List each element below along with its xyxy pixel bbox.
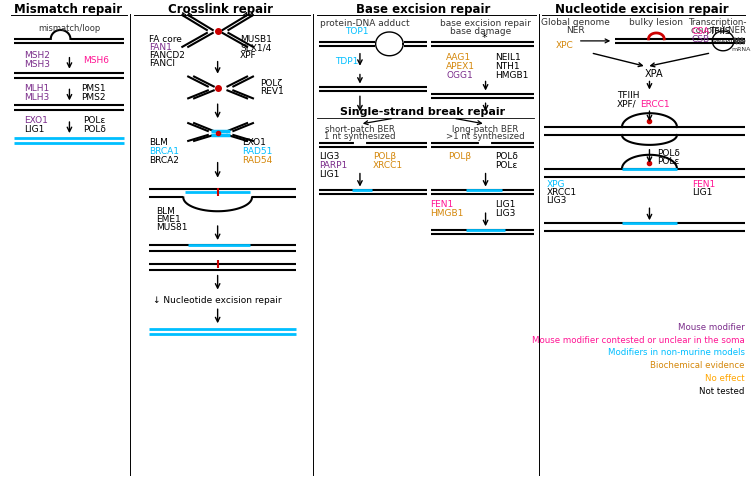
Text: short-patch BER: short-patch BER	[325, 124, 395, 133]
Text: XPG: XPG	[547, 180, 565, 189]
Text: POLδ: POLδ	[495, 152, 518, 161]
Text: Nucleotide excision repair: Nucleotide excision repair	[555, 3, 729, 15]
Text: XPA: XPA	[645, 68, 664, 78]
Text: LIG1: LIG1	[495, 199, 516, 209]
Text: AAG1: AAG1	[446, 53, 471, 62]
Text: LIG3: LIG3	[495, 208, 516, 217]
Text: Mouse modifier: Mouse modifier	[678, 322, 744, 331]
Text: PARP1: PARP1	[319, 161, 347, 170]
Text: POLδ: POLδ	[658, 149, 680, 158]
Text: MSH3: MSH3	[24, 60, 51, 69]
Text: Global genome: Global genome	[541, 17, 610, 27]
Text: CSB: CSB	[692, 35, 710, 45]
Text: TFIIH: TFIIH	[617, 91, 639, 100]
Text: Not tested: Not tested	[699, 386, 744, 395]
Text: LIG3: LIG3	[319, 152, 339, 161]
Text: Base excision repair: Base excision repair	[356, 3, 490, 15]
Text: LIG1: LIG1	[24, 124, 45, 133]
Text: POLζ: POLζ	[260, 79, 282, 88]
Text: PMS2: PMS2	[82, 92, 106, 102]
Text: *: *	[482, 33, 488, 43]
Text: HMGB1: HMGB1	[495, 71, 528, 80]
Text: Mismatch repair: Mismatch repair	[14, 3, 122, 15]
Text: No effect: No effect	[705, 373, 744, 382]
Text: Modifiers in non-murine models: Modifiers in non-murine models	[608, 348, 744, 357]
Text: EXO1: EXO1	[242, 138, 266, 147]
Text: RAD51: RAD51	[242, 147, 273, 156]
Text: FEN1: FEN1	[430, 199, 454, 209]
Text: FANCD2: FANCD2	[149, 51, 185, 60]
Text: XPC: XPC	[556, 41, 574, 50]
Text: BRCA2: BRCA2	[149, 156, 179, 165]
Text: BLM: BLM	[149, 138, 168, 147]
Text: POLε: POLε	[658, 157, 680, 166]
Text: EXO1: EXO1	[24, 115, 48, 124]
Text: RAD54: RAD54	[242, 156, 273, 165]
Text: LIG1: LIG1	[692, 187, 712, 197]
Text: MSH2: MSH2	[24, 51, 50, 60]
Text: ERCC1: ERCC1	[639, 100, 669, 108]
Text: NER: NER	[566, 26, 585, 34]
Text: long-patch BER: long-patch BER	[452, 124, 519, 133]
Text: PMS1: PMS1	[82, 84, 106, 93]
Text: NTH1: NTH1	[495, 62, 520, 71]
Text: mismatch/loop: mismatch/loop	[39, 24, 100, 32]
Text: Mouse modifier contested or unclear in the soma: Mouse modifier contested or unclear in t…	[532, 335, 744, 344]
Text: XPF: XPF	[240, 51, 257, 60]
Text: BRCA1: BRCA1	[149, 147, 179, 156]
Text: Single-strand break repair: Single-strand break repair	[341, 107, 505, 117]
Text: base damage: base damage	[450, 28, 511, 36]
Text: HMGB1: HMGB1	[430, 208, 464, 217]
Text: XRCC1: XRCC1	[373, 161, 403, 170]
Text: APEX1: APEX1	[446, 62, 476, 71]
Text: MSH6: MSH6	[83, 56, 109, 65]
Text: TDP1: TDP1	[335, 57, 359, 66]
Text: TOP1: TOP1	[345, 28, 368, 36]
Text: MLH3: MLH3	[24, 92, 50, 102]
Text: base excision repair: base excision repair	[440, 18, 531, 28]
Text: EME1: EME1	[156, 214, 180, 223]
Text: POLε: POLε	[495, 161, 518, 170]
Text: Crosslink repair: Crosslink repair	[168, 3, 273, 15]
Text: MLH1: MLH1	[24, 84, 50, 93]
Text: REV1: REV1	[260, 87, 284, 96]
Text: 1 nt synthesized: 1 nt synthesized	[324, 132, 396, 141]
Text: coupled NER: coupled NER	[691, 26, 746, 34]
Text: Biochemical evidence: Biochemical evidence	[650, 361, 744, 369]
Text: BLM: BLM	[156, 206, 174, 215]
Text: TFIIS: TFIIS	[710, 28, 731, 36]
Text: MUS81: MUS81	[156, 222, 187, 231]
Text: NEIL1: NEIL1	[495, 53, 521, 62]
Text: OGG1: OGG1	[446, 71, 473, 80]
Text: XRCC1: XRCC1	[547, 187, 577, 197]
Text: POLβ: POLβ	[448, 152, 471, 161]
Text: FA core: FA core	[149, 35, 182, 45]
Text: FANCI: FANCI	[149, 59, 175, 68]
Text: POLβ: POLβ	[373, 152, 396, 161]
Text: FEN1: FEN1	[692, 180, 715, 189]
Text: LIG1: LIG1	[319, 170, 339, 179]
Text: bulky lesion: bulky lesion	[630, 17, 683, 27]
Text: protein-DNA adduct: protein-DNA adduct	[320, 18, 410, 28]
Text: FAN1: FAN1	[149, 43, 172, 52]
Text: RNAPII: RNAPII	[713, 39, 733, 45]
Text: POLδ: POLδ	[83, 124, 106, 133]
Text: POLε: POLε	[83, 115, 106, 124]
Text: MUSB1: MUSB1	[240, 35, 272, 45]
Text: CSA: CSA	[692, 28, 710, 36]
Text: ↓ Nucleotide excision repair: ↓ Nucleotide excision repair	[153, 295, 282, 304]
Text: LIG3: LIG3	[547, 196, 567, 204]
Text: XPF/: XPF/	[617, 100, 636, 108]
Text: Transcription-: Transcription-	[689, 17, 747, 27]
Text: mRNA: mRNA	[731, 47, 750, 52]
Text: SLX1/4: SLX1/4	[240, 43, 272, 52]
Text: >1 nt synthesized: >1 nt synthesized	[446, 132, 525, 141]
